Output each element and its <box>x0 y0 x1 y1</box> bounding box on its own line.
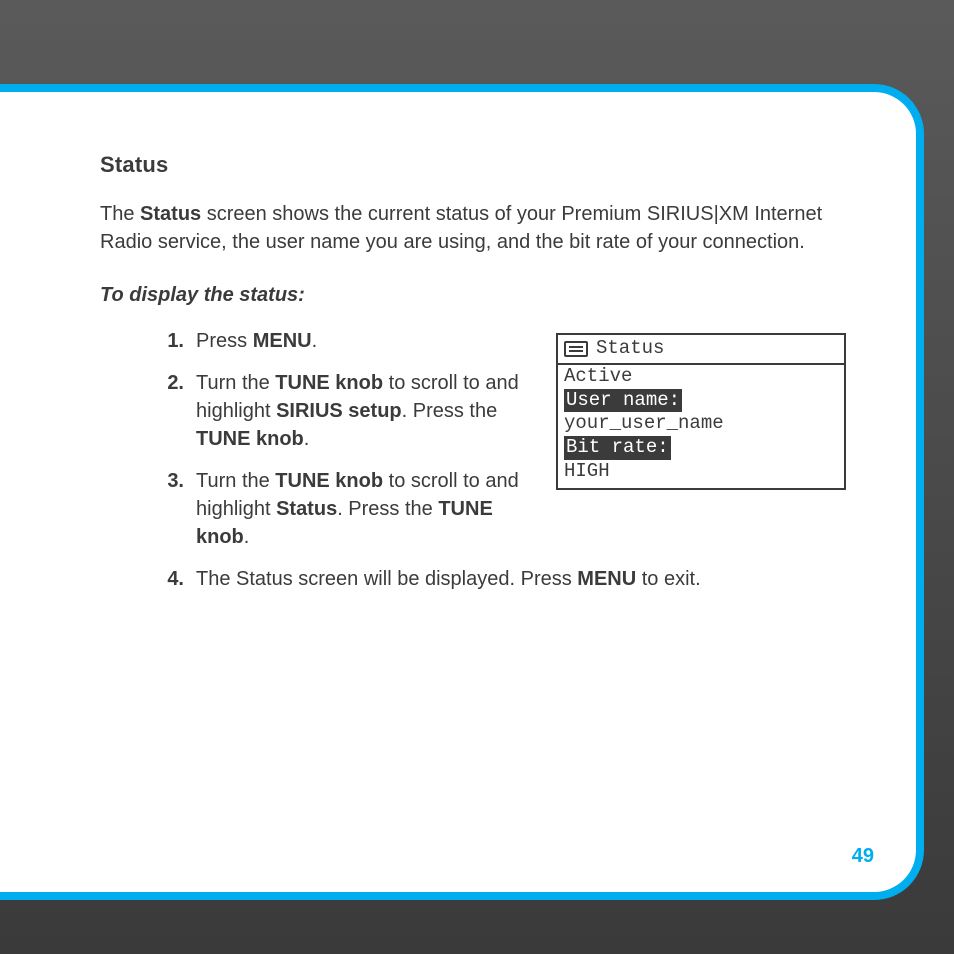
page-number: 49 <box>852 845 874 868</box>
step-number: 4. <box>160 565 184 593</box>
steps-list: 1. Press MENU. 2.Turn the TUNE knob to scr… <box>100 327 538 565</box>
step-text: Press MENU. <box>196 327 317 355</box>
screen-header: Status <box>558 335 844 365</box>
intro-paragraph: The Status screen shows the current stat… <box>100 200 846 256</box>
step-number: 1. <box>160 327 184 355</box>
intro-bold: Status <box>140 203 201 225</box>
subheading: To display the status: <box>100 284 846 307</box>
step-item: 4. The Status screen will be displayed. P… <box>160 565 846 593</box>
step-item: 2.Turn the TUNE knob to scroll to and hi… <box>160 369 538 453</box>
step-text: Turn the TUNE knob to scroll to and high… <box>196 369 538 453</box>
list-icon <box>564 341 588 357</box>
screen-header-title: Status <box>596 337 664 361</box>
section-title: Status <box>100 152 846 178</box>
step-text: The Status screen will be displayed. Pre… <box>196 565 701 593</box>
screen-body: ActiveUser name:your_user_nameBit rate:H… <box>558 365 844 488</box>
intro-suffix: screen shows the current status of your … <box>100 203 822 253</box>
screen-line-inverted: Bit rate: <box>564 436 671 460</box>
screen-line: your_user_name <box>564 412 838 436</box>
step-item: 3.Turn the TUNE knob to scroll to and hi… <box>160 467 538 551</box>
status-screen-box: Status ActiveUser name:your_user_nameBit… <box>556 333 846 490</box>
screen-line: User name: <box>564 389 838 413</box>
steps-list-continued: 4. The Status screen will be displayed. P… <box>100 565 846 593</box>
page-card: Status The Status screen shows the curre… <box>0 92 916 892</box>
step-number: 2. <box>160 369 184 453</box>
content-row: 1. Press MENU. 2.Turn the TUNE knob to scr… <box>100 327 846 565</box>
step-number: 3. <box>160 467 184 551</box>
screen-line: Bit rate: <box>564 436 838 460</box>
intro-prefix: The <box>100 203 140 225</box>
screen-line-inverted: User name: <box>564 389 682 413</box>
screen-line: HIGH <box>564 460 838 484</box>
step-item: 1. Press MENU. <box>160 327 538 355</box>
screen-line: Active <box>564 365 838 389</box>
step-text: Turn the TUNE knob to scroll to and high… <box>196 467 538 551</box>
